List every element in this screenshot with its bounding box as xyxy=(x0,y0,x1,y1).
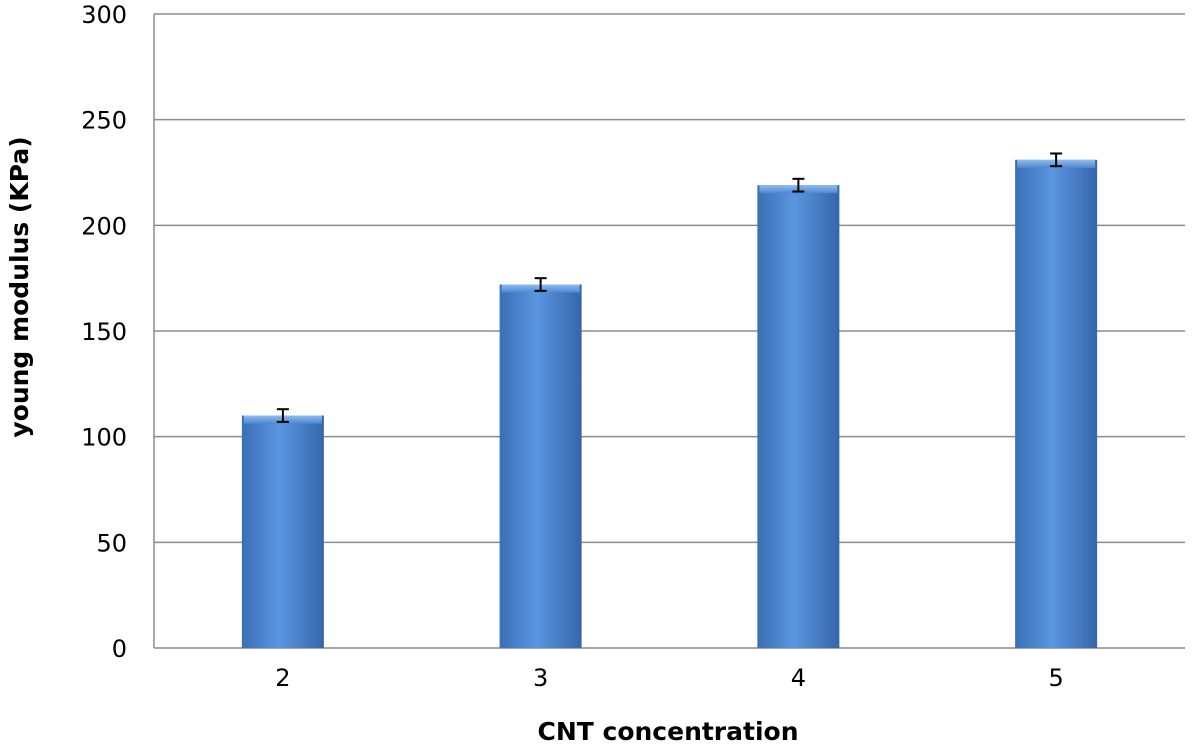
y-tick-label: 250 xyxy=(81,107,127,135)
error-bar xyxy=(792,177,805,193)
bar-body xyxy=(241,415,324,648)
bar-body xyxy=(1015,159,1098,648)
bar xyxy=(757,185,840,648)
x-tick-label: 2 xyxy=(275,664,290,692)
error-bar xyxy=(534,277,547,292)
tick-labels: 0 50 100 150 200 250 300 2 3 4 5 xyxy=(81,1,1064,692)
y-tick-label: 100 xyxy=(81,424,127,452)
x-tick-label: 4 xyxy=(791,664,806,692)
y-tick-label: 0 xyxy=(112,635,127,663)
x-tick-label: 3 xyxy=(533,664,548,692)
y-axis-title: young modulus (KPa) xyxy=(5,136,34,437)
bar-body xyxy=(757,185,840,648)
x-tick-label: 5 xyxy=(1048,664,1063,692)
x-axis-title: CNT concentration xyxy=(537,717,798,746)
y-tick-label: 200 xyxy=(81,212,127,240)
error-bar xyxy=(1050,152,1063,168)
bar xyxy=(1015,159,1098,648)
bar xyxy=(241,415,324,648)
y-tick-label: 300 xyxy=(81,1,127,29)
axes xyxy=(153,14,1185,649)
bar-body xyxy=(499,284,582,648)
y-tick-label: 150 xyxy=(81,318,127,346)
y-tick-label: 50 xyxy=(96,529,127,557)
error-bars xyxy=(276,152,1063,423)
gridlines xyxy=(154,13,1185,544)
bar xyxy=(499,284,582,648)
error-bar xyxy=(276,408,289,423)
bars xyxy=(241,159,1098,648)
